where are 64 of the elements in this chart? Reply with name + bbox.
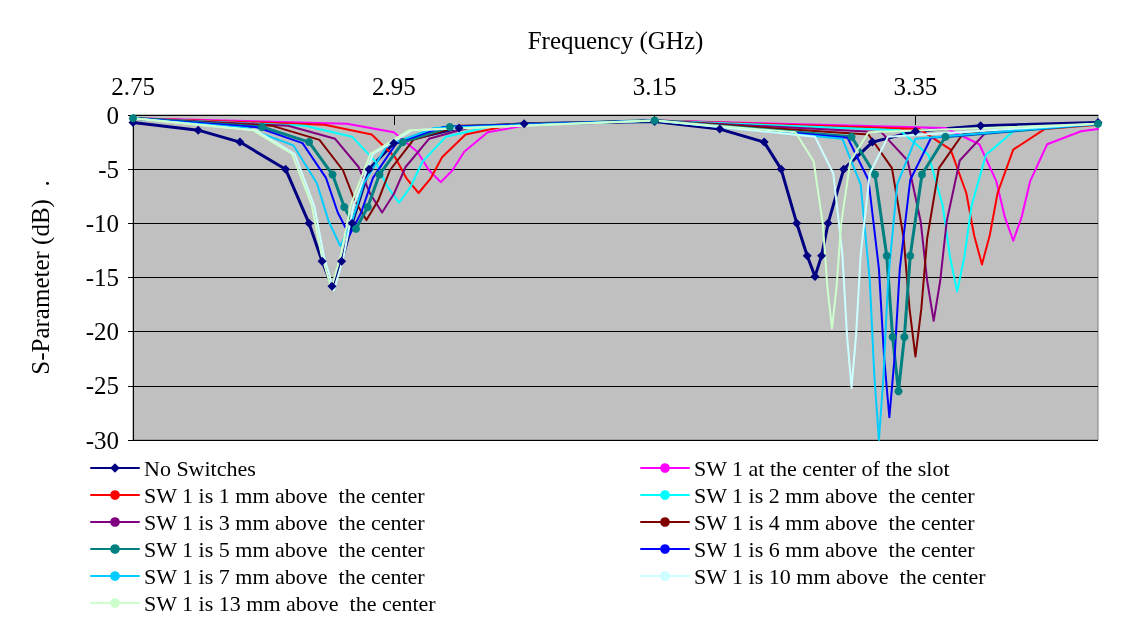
point [305,138,314,147]
legend-label: No Switches [144,455,256,481]
point [882,251,891,260]
y-tick-label: 0 [106,101,119,129]
x-tick-label: 2.75 [111,73,155,100]
point [304,218,314,228]
legend-label: SW 1 is 2 mm above the center [694,482,976,508]
point [941,132,950,141]
point [871,170,880,179]
point [454,123,464,133]
x-axis-title: Frequency (GHz) [527,27,704,55]
y-tick-label: -10 [85,209,119,237]
y-axis-title: S-Parameter (dB) . [27,180,55,375]
point [398,138,407,147]
point [906,251,915,260]
point [193,125,203,135]
point [823,218,833,228]
point [519,119,529,129]
x-tick-label: 3.35 [893,73,938,100]
point [347,218,357,228]
point [867,137,877,147]
point [715,124,725,134]
point [235,137,245,147]
point [337,256,347,266]
y-tick-label: -25 [85,372,119,400]
point [817,251,827,261]
point [363,203,372,212]
legend-label: SW 1 at the center of the slot [694,455,950,481]
legend-label: SW 1 is 4 mm above the center [694,509,976,535]
point [900,333,909,342]
point [847,132,856,141]
point [281,164,291,174]
legend-label: SW 1 is 6 mm above the center [694,536,976,562]
point [910,126,920,136]
point [340,203,349,212]
point [328,170,337,179]
point [352,224,360,233]
point [375,170,384,179]
point [917,170,926,179]
point [258,122,267,131]
point [802,251,812,261]
legend-label: SW 1 is 5 mm above the center [144,536,426,562]
legend-label: SW 1 is 13 mm above the center [144,590,437,616]
legend-label: SW 1 is 1 mm above the center [144,482,426,508]
x-tick-label: 3.15 [632,73,677,100]
point [839,164,849,174]
y-tick-label: -5 [98,155,119,183]
point [445,122,454,131]
y-tick-label: -30 [85,426,119,454]
point [389,138,399,148]
legend-label: SW 1 is 7 mm above the center [144,563,426,589]
x-tick-label: 2.95 [371,73,416,100]
point [364,164,374,174]
y-tick-label: -15 [85,264,119,291]
point [327,281,337,291]
point [894,387,903,396]
point [776,164,786,174]
point [888,333,897,342]
point [759,137,769,147]
legend-label: SW 1 is 3 mm above the center [144,509,426,535]
legend-label: SW 1 is 10 mm above the center [694,563,987,589]
y-tick-label: -20 [85,318,119,346]
point [317,256,327,266]
point [792,218,802,228]
